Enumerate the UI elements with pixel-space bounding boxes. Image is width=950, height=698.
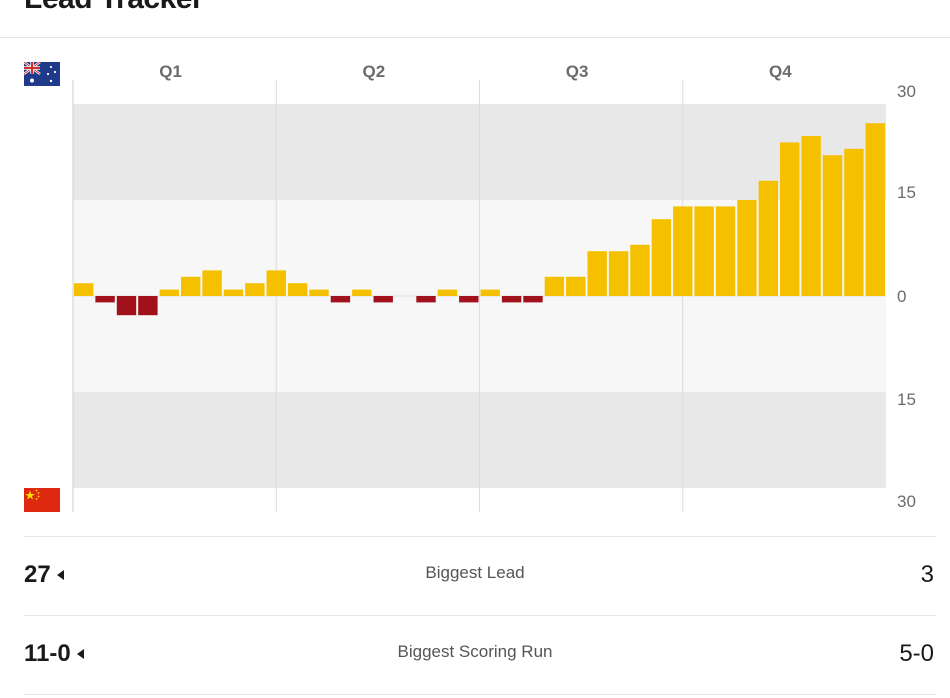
lead-bar (801, 136, 821, 296)
lead-bar (202, 270, 222, 296)
lead-bar (159, 289, 179, 296)
lead-bar (180, 276, 201, 296)
quarter-label: Q2 (363, 62, 386, 81)
lead-tracker-chart: Q1 Q2 Q3 Q4 30 15 0 15 30 (72, 62, 916, 512)
caret-left-icon (56, 570, 64, 580)
lead-bar (95, 296, 115, 303)
title-divider (0, 37, 950, 38)
lead-bar (544, 276, 565, 296)
y-tick-label: 15 (897, 390, 916, 409)
lead-bar (651, 219, 672, 296)
lead-bar (630, 244, 650, 296)
lead-bar (138, 296, 158, 316)
lead-bar (587, 251, 607, 296)
lead-bar (416, 296, 436, 303)
biggest-lead-home-value: 27 (24, 561, 51, 588)
y-tick-label: 0 (897, 287, 906, 306)
lead-bar (758, 180, 779, 296)
biggest-lead-label: Biggest Lead (425, 563, 525, 582)
lead-bar (459, 296, 479, 303)
biggest-run-home-value: 11-0 (24, 640, 71, 667)
quarter-label: Q4 (769, 62, 792, 81)
lead-bar (865, 123, 885, 296)
lead-bar (223, 289, 244, 296)
lead-bar (116, 296, 137, 316)
lead-bar (330, 296, 351, 303)
lead-bar (266, 270, 286, 296)
biggest-lead-home: 27 (24, 561, 64, 589)
caret-left-icon (76, 649, 84, 659)
lead-bar (373, 296, 393, 303)
lead-bar (694, 206, 714, 296)
y-tick-label: 30 (897, 82, 916, 101)
stat-divider (24, 694, 936, 695)
australia-flag-icon (24, 62, 60, 86)
lead-bar (608, 251, 629, 296)
y-tick-label: 15 (897, 183, 916, 202)
lead-bar (737, 200, 757, 296)
y-tick-label: 30 (897, 492, 916, 511)
lead-bar (566, 276, 586, 296)
lead-bar (780, 142, 800, 296)
lead-bar (715, 206, 736, 296)
lead-bar (822, 155, 843, 296)
lead-bar (74, 283, 94, 296)
lead-bar (352, 289, 372, 296)
biggest-run-away-value: 5-0 (899, 640, 934, 667)
quarter-label: Q3 (566, 62, 589, 81)
lead-bar (844, 148, 864, 296)
lead-bar (501, 296, 522, 303)
page-title: Lead Tracker (24, 0, 204, 16)
lead-bar (309, 289, 329, 296)
lead-bar (673, 206, 693, 296)
lead-bar (523, 296, 543, 303)
lead-bar (480, 289, 500, 296)
lead-bar (245, 283, 265, 296)
lead-bar (437, 289, 458, 296)
biggest-run-home: 11-0 (24, 640, 84, 668)
stat-divider (24, 536, 936, 537)
china-flag-icon (24, 488, 60, 512)
quarter-label: Q1 (159, 62, 182, 81)
stat-divider (24, 615, 936, 616)
biggest-run-label: Biggest Scoring Run (397, 642, 553, 661)
biggest-lead-away-value: 3 (920, 561, 934, 588)
lead-bar (287, 283, 308, 296)
